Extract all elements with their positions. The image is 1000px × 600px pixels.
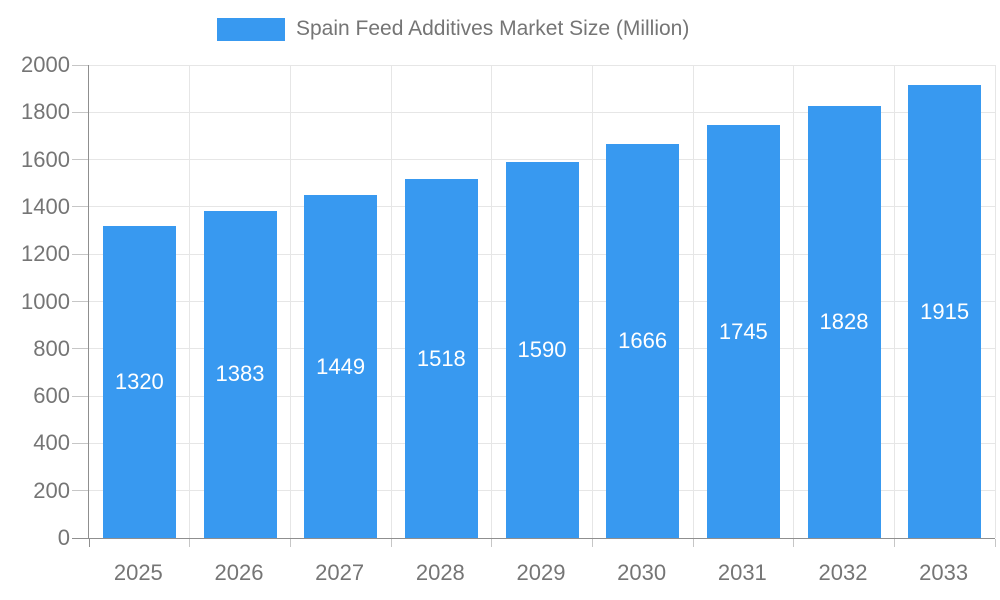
x-axis-label: 2031: [717, 560, 767, 585]
x-gridline: [491, 65, 493, 538]
y-gridline: [89, 159, 995, 161]
x-axis-label: 2029: [516, 560, 566, 585]
x-gridline: [893, 65, 895, 538]
x-axis-tick: [893, 539, 895, 547]
y-gridline: [89, 64, 995, 66]
bar-2031[interactable]: 1745: [706, 125, 780, 538]
y-axis-tick: [72, 159, 88, 161]
y-axis-label: 800: [33, 335, 70, 361]
x-axis-tick: [692, 539, 694, 547]
y-axis-label: 0: [57, 525, 70, 550]
bar-value-label: 1828: [819, 308, 869, 334]
bar-value-label: 1915: [920, 298, 970, 324]
legend-swatch: [217, 17, 285, 41]
bar-value-label: 1666: [618, 328, 668, 353]
y-axis-label: 1400: [21, 193, 70, 219]
x-axis-tick: [491, 539, 493, 547]
x-axis-tick: [88, 539, 90, 547]
bar-2029[interactable]: 1590: [505, 161, 579, 538]
bar-2025[interactable]: 1320: [102, 225, 176, 538]
bar-2027[interactable]: 1449: [304, 195, 378, 538]
y-axis-label: 1600: [21, 146, 70, 172]
x-gridline: [793, 65, 795, 538]
x-axis-label: 2027: [315, 560, 365, 585]
y-axis-label: 1800: [21, 99, 70, 125]
y-axis-label: 400: [33, 430, 70, 456]
y-axis-tick: [72, 253, 88, 255]
x-axis-tick: [994, 539, 996, 547]
x-gridline: [994, 65, 996, 538]
x-gridline: [390, 65, 392, 538]
legend-label: Spain Feed Additives Market Size (Millio…: [296, 17, 690, 40]
x-gridline: [591, 65, 593, 538]
bar-value-label: 1590: [517, 336, 567, 362]
bar-2028[interactable]: 1518: [404, 179, 478, 538]
y-axis-label: 600: [33, 383, 70, 409]
y-axis-label: 1200: [21, 241, 70, 267]
x-axis-label: 2030: [617, 560, 667, 585]
legend[interactable]: Spain Feed Additives Market Size (Millio…: [217, 17, 689, 41]
bar-value-label: 1518: [416, 345, 466, 371]
y-axis-tick: [72, 395, 88, 397]
y-axis-tick: [72, 537, 88, 539]
x-axis-tick: [591, 539, 593, 547]
bar-value-label: 1383: [215, 361, 265, 387]
y-axis-tick: [72, 206, 88, 208]
bar-2032[interactable]: 1828: [807, 105, 881, 538]
x-axis-tick: [189, 539, 191, 547]
x-gridline: [189, 65, 191, 538]
x-axis-label: 2032: [818, 560, 868, 585]
bar-2030[interactable]: 1666: [606, 144, 680, 538]
y-axis-label: 2000: [21, 52, 70, 77]
x-axis-label: 2028: [415, 560, 465, 585]
x-axis-tick: [289, 539, 291, 547]
y-axis-label: 1000: [21, 288, 70, 314]
plot-area: 1320 1383 1449 1518 1590 1666 1745 1828 1915: [72, 64, 996, 547]
y-axis-tick: [72, 490, 88, 492]
y-axis-label: 200: [33, 477, 70, 503]
x-gridline: [289, 65, 291, 538]
y-axis-tick: [72, 442, 88, 444]
x-gridline: [692, 65, 694, 538]
x-axis-label: 2025: [113, 560, 163, 585]
bar-value-label: 1745: [718, 318, 768, 344]
bar-value-label: 1449: [316, 353, 366, 379]
x-axis-label: 2033: [919, 560, 969, 585]
bar-2026[interactable]: 1383: [203, 210, 277, 538]
y-axis-tick: [72, 111, 88, 113]
y-gridline: [89, 111, 995, 113]
y-axis-tick: [72, 64, 88, 66]
x-axis-label: 2026: [214, 560, 264, 585]
y-axis-tick: [72, 301, 88, 302]
x-axis-tick: [390, 539, 392, 547]
bar-value-label: 1320: [114, 368, 164, 394]
bar-2033[interactable]: 1915: [908, 85, 982, 538]
x-axis-tick: [793, 539, 795, 547]
y-axis-tick: [72, 348, 88, 350]
